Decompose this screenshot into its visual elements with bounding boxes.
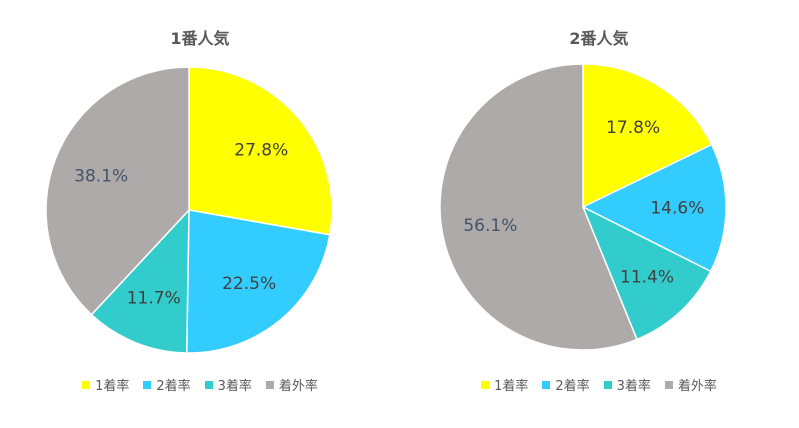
legend-item: 着外率 <box>265 375 318 394</box>
legend-swatch <box>481 380 490 389</box>
legend-label: 1着率 <box>494 379 529 394</box>
legend: 1着率 2着率 3着率 着外率 <box>0 375 400 394</box>
legend-swatch <box>542 380 551 389</box>
pie-plot: 27.8% 22.5% 11.7% 38.1% <box>45 66 333 354</box>
legend: 1着率 2着率 3着率 着外率 <box>399 375 799 394</box>
chart-title: 2番人気 <box>569 29 629 48</box>
legend-label: 着外率 <box>677 379 717 394</box>
data-label: 11.4% <box>620 267 674 287</box>
chart-title: 1番人気 <box>170 29 230 48</box>
data-label: 38.1% <box>74 166 128 186</box>
data-label: 22.5% <box>222 274 276 294</box>
legend-label: 3着率 <box>616 379 651 394</box>
pie-slice <box>185 209 331 354</box>
legend-swatch <box>204 380 213 389</box>
data-label: 17.8% <box>606 118 660 138</box>
data-label: 27.8% <box>234 140 288 160</box>
legend-swatch <box>143 380 152 389</box>
legend-label: 2着率 <box>156 379 191 394</box>
legend-label: 2着率 <box>555 379 590 394</box>
legend-label: 着外率 <box>278 379 318 394</box>
legend-item: 1着率 <box>481 375 528 394</box>
legend-item: 2着率 <box>143 375 191 394</box>
legend-item: 2着率 <box>542 375 590 394</box>
pie-slice <box>439 63 638 351</box>
legend-label: 1着率 <box>95 379 130 394</box>
pie-slice <box>581 143 727 273</box>
legend-item: 1着率 <box>82 375 129 394</box>
legend-swatch <box>603 380 612 389</box>
data-label: 11.7% <box>127 289 181 309</box>
legend-label: 3着率 <box>217 379 252 394</box>
pie-slice <box>581 205 712 341</box>
pie-slice <box>188 66 333 236</box>
legend-item: 3着率 <box>204 375 252 394</box>
pie-slice <box>90 208 190 354</box>
pie-slice <box>582 63 713 209</box>
legend-swatch <box>664 380 673 389</box>
legend-swatch <box>82 380 91 389</box>
pie-chart-1: 1番人気 27.8% 22.5% 11.7% 38.1% 1着率 2着率 3着率 着外… <box>0 29 400 394</box>
legend-item: 3着率 <box>603 375 651 394</box>
legend-item: 着外率 <box>664 375 717 394</box>
data-label: 14.6% <box>650 199 704 219</box>
pie-plot: 17.8% 14.6% 11.4% 56.1% <box>439 63 727 351</box>
pie-chart-2: 2番人気 17.8% 14.6% 11.4% 56.1% 1着率 2着率 3着率 着外… <box>399 0 799 428</box>
pie-slice <box>45 66 190 316</box>
data-label: 56.1% <box>463 216 517 236</box>
legend-swatch <box>265 380 274 389</box>
